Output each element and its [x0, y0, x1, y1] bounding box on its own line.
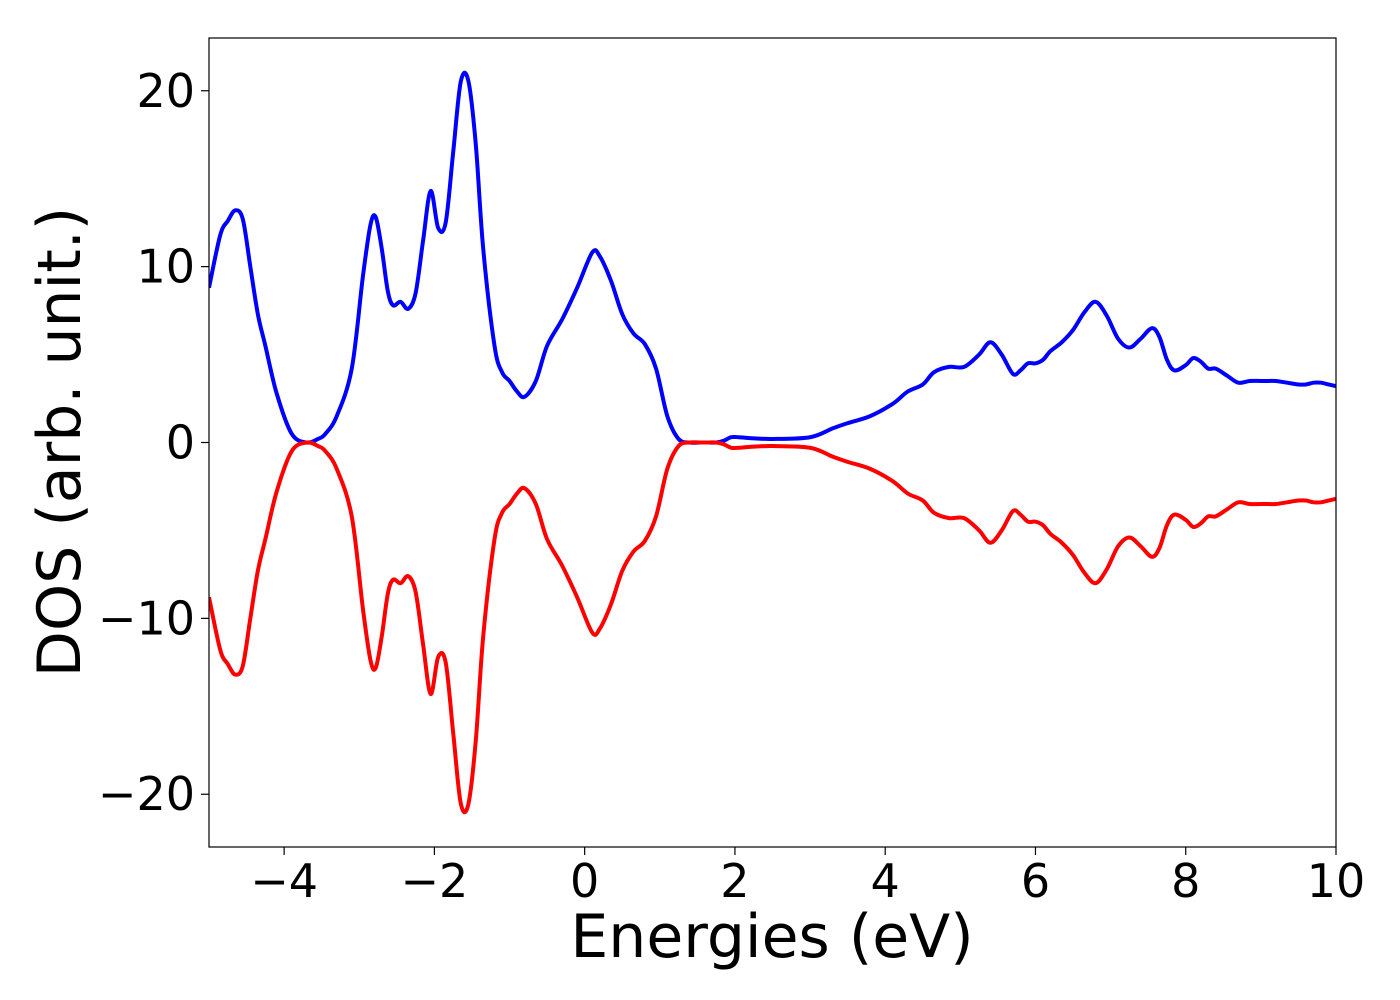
y-axis-label: DOS (arb. unit.) — [25, 207, 95, 677]
x-tick-label: 4 — [871, 854, 900, 908]
x-tick-label: 10 — [1307, 854, 1366, 908]
x-tick-label: 2 — [720, 854, 749, 908]
x-axis-ticks: −4 −2 0 2 4 6 8 10 — [250, 847, 1365, 908]
y-tick-label: −10 — [98, 591, 195, 645]
x-tick-label: 6 — [1021, 854, 1050, 908]
x-tick-label: −4 — [250, 854, 318, 908]
y-axis-ticks: −20 −10 0 10 20 — [98, 64, 209, 821]
series-line-spin-down — [209, 440, 1336, 815]
series-layer — [209, 70, 1336, 815]
y-tick-label: 10 — [136, 240, 195, 294]
y-tick-label: −20 — [98, 767, 195, 821]
y-tick-label: 20 — [136, 64, 195, 118]
x-tick-label: −2 — [400, 854, 468, 908]
x-tick-label: 0 — [570, 854, 599, 908]
x-axis-label: Energies (eV) — [570, 902, 973, 972]
x-tick-label: 8 — [1171, 854, 1200, 908]
plot-frame — [208, 37, 1337, 848]
y-tick-label: 0 — [166, 416, 195, 470]
series-line-spin-up — [209, 70, 1336, 445]
